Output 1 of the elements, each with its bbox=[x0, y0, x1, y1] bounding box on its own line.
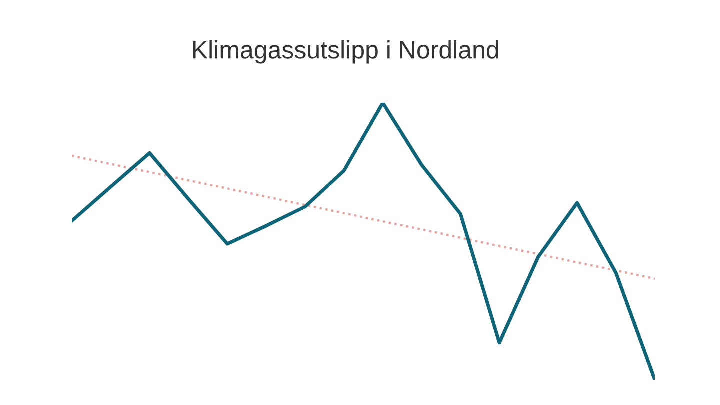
chart-title: Klimagassutslipp i Nordland bbox=[193, 40, 498, 64]
